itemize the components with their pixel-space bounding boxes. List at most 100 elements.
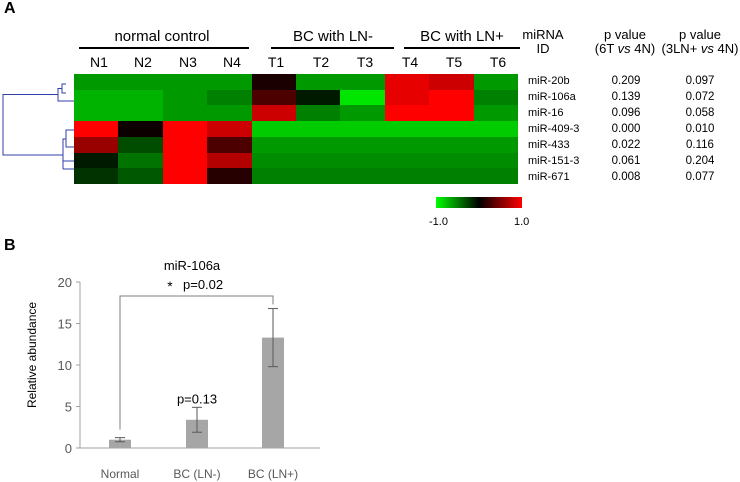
heatmap-cell-miR-16-T5 bbox=[429, 105, 474, 122]
column-label-n4: N4 bbox=[223, 54, 241, 70]
heatmap-cell-miR-151-3-T1 bbox=[251, 152, 296, 169]
heatmap-cell-miR-433-T1 bbox=[251, 136, 296, 153]
row-label-mir-433: miR-433 bbox=[528, 139, 570, 151]
heatmap-cell-miR-671-N1 bbox=[74, 168, 119, 184]
row-label-mir-151-3: miR-151-3 bbox=[528, 155, 580, 167]
column-label-t4: T4 bbox=[401, 54, 419, 70]
heatmap-cell-miR-671-N4 bbox=[207, 168, 252, 184]
heatmap-cell-miR-151-3-N1 bbox=[74, 152, 119, 169]
group-label-ln-neg: BC with LN- bbox=[292, 28, 374, 45]
heatmap-cell-miR-20b-N3 bbox=[162, 74, 208, 90]
heatmap-cell-miR-20b-N1 bbox=[74, 74, 119, 90]
row-label-mir-409-3: miR-409-3 bbox=[528, 123, 580, 135]
column-label-t3: T3 bbox=[356, 54, 374, 70]
heatmap-cell-miR-16-T6 bbox=[473, 105, 518, 122]
bar-chart-title: miR-106a bbox=[164, 258, 221, 273]
heatmap-cell-miR-106a-T2 bbox=[296, 89, 341, 106]
bar-bc-ln-neg bbox=[186, 419, 208, 448]
heatmap-cell-miR-106a-N3 bbox=[162, 89, 208, 106]
heatmap-cell-miR-433-T5 bbox=[429, 136, 474, 153]
bar-normal bbox=[109, 439, 131, 448]
error-bar-normal bbox=[115, 437, 125, 443]
heatmap-cell-miR-151-3-T5 bbox=[429, 152, 474, 169]
heatmap-cell-miR-671-T5 bbox=[429, 168, 474, 184]
pvalue-3ln-mir-671: 0.077 bbox=[685, 171, 715, 183]
heatmap-cell-miR-20b-T5 bbox=[429, 74, 474, 90]
heatmap-cell-miR-409-3-N3 bbox=[162, 121, 208, 137]
heatmap-cell-miR-20b-T6 bbox=[473, 74, 518, 90]
significance-star: * bbox=[167, 278, 173, 294]
header-pvalue-3ln: p value (3LN+ vs 4N) bbox=[661, 27, 739, 56]
p-value-ln-neg: p=0.13 bbox=[177, 391, 217, 406]
y-tick-label: 5 bbox=[65, 400, 72, 415]
bar-bc-ln-pos bbox=[262, 337, 284, 448]
error-bar-bc-ln-pos bbox=[268, 308, 278, 368]
heatmap-cell-miR-409-3-N4 bbox=[207, 121, 252, 137]
y-tick-label: 0 bbox=[65, 441, 72, 456]
row-label-mir-16: miR-16 bbox=[528, 107, 564, 119]
heatmap-cell-miR-106a-N1 bbox=[74, 89, 119, 106]
heatmap-cell-miR-151-3-N2 bbox=[118, 152, 163, 169]
heatmap-cell-miR-151-3-T2 bbox=[296, 152, 341, 169]
heatmap-cell-miR-106a-T6 bbox=[473, 89, 518, 106]
pvalue-6t-mir-671: 0.008 bbox=[611, 171, 641, 183]
heatmap-cell-miR-433-T2 bbox=[296, 136, 341, 153]
header-mirna-id: miRNA ID bbox=[522, 27, 564, 56]
pvalue-6t-mir-409-3: 0.000 bbox=[611, 123, 641, 135]
column-label-n3: N3 bbox=[179, 54, 197, 70]
pvalue-3ln-mir-16: 0.058 bbox=[685, 107, 715, 119]
heatmap-cell-miR-671-T1 bbox=[251, 168, 296, 184]
heatmap-cell-miR-20b-T2 bbox=[296, 74, 341, 90]
y-tick-label: 20 bbox=[58, 275, 72, 290]
pvalue-3ln-mir-106a: 0.072 bbox=[685, 91, 715, 103]
colorbar bbox=[436, 197, 522, 208]
heatmap-cell-miR-151-3-N3 bbox=[162, 152, 208, 169]
bar-chart: miR-106a Relative abundance 0 5 10 15 20… bbox=[25, 258, 320, 481]
heatmap-cell-miR-20b-T4 bbox=[384, 74, 430, 90]
heatmap-cell-miR-671-T2 bbox=[296, 168, 341, 184]
heatmap bbox=[74, 74, 518, 184]
heatmap-cell-miR-16-T2 bbox=[296, 105, 341, 122]
heatmap-cell-miR-106a-T3 bbox=[340, 89, 385, 106]
heatmap-cell-miR-409-3-T3 bbox=[340, 121, 385, 137]
heatmap-cell-miR-106a-N4 bbox=[207, 89, 252, 106]
x-tick-label-bc-ln-pos: BC (LN+) bbox=[248, 467, 298, 481]
heatmap-cell-miR-16-N4 bbox=[207, 105, 252, 122]
group-underline-normal bbox=[79, 47, 249, 49]
heatmap-cell-miR-671-T3 bbox=[340, 168, 385, 184]
group-label-ln-pos: BC with LN+ bbox=[420, 28, 504, 45]
y-axis-label: Relative abundance bbox=[25, 302, 39, 408]
x-tick-label-bc-ln-neg: BC (LN-) bbox=[173, 467, 220, 481]
heatmap-cell-miR-433-N2 bbox=[118, 136, 163, 153]
heatmap-cell-miR-409-3-T6 bbox=[473, 121, 518, 137]
heatmap-cell-miR-433-N3 bbox=[162, 136, 208, 153]
heatmap-cell-miR-16-T4 bbox=[384, 105, 430, 122]
heatmap-cell-miR-20b-T1 bbox=[251, 74, 296, 90]
pvalue-6t-mir-20b: 0.209 bbox=[611, 75, 641, 87]
column-label-t2: T2 bbox=[312, 54, 330, 70]
heatmap-cell-miR-16-N2 bbox=[118, 105, 163, 122]
error-bar-bc-ln-neg bbox=[192, 406, 202, 433]
heatmap-cell-miR-106a-N2 bbox=[118, 89, 163, 106]
heatmap-cell-miR-20b-N2 bbox=[118, 74, 163, 90]
row-label-mir-671: miR-671 bbox=[528, 171, 570, 183]
header-pvalue-6t: p value (6T vs 4N) bbox=[594, 27, 656, 56]
heatmap-cell-miR-433-T3 bbox=[340, 136, 385, 153]
heatmap-cell-miR-671-T6 bbox=[473, 168, 518, 184]
heatmap-cell-miR-409-3-N1 bbox=[74, 121, 119, 137]
heatmap-cell-miR-151-3-T3 bbox=[340, 152, 385, 169]
heatmap-cell-miR-151-3-N4 bbox=[207, 152, 252, 169]
heatmap-cell-miR-16-T1 bbox=[251, 105, 296, 122]
y-tick-label: 10 bbox=[58, 358, 72, 373]
heatmap-cell-miR-671-N2 bbox=[118, 168, 163, 184]
column-label-n1: N1 bbox=[90, 54, 108, 70]
heatmap-cell-miR-409-3-T2 bbox=[296, 121, 341, 137]
group-underline-ln-pos bbox=[404, 47, 520, 49]
pvalue-6t-mir-106a: 0.139 bbox=[611, 91, 641, 103]
pvalue-3ln-mir-409-3: 0.010 bbox=[685, 123, 715, 135]
pvalue-6t-mir-151-3: 0.061 bbox=[611, 155, 641, 167]
heatmap-cell-miR-16-N1 bbox=[74, 105, 119, 122]
heatmap-cell-miR-409-3-N2 bbox=[118, 121, 163, 137]
pvalue-3ln-mir-151-3: 0.204 bbox=[685, 155, 715, 167]
row-label-mir-106a: miR-106a bbox=[528, 91, 576, 103]
